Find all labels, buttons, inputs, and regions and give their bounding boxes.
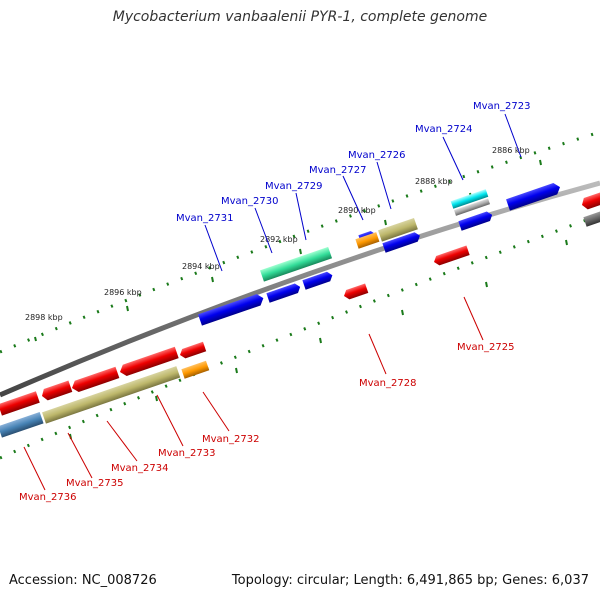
genome-backbone bbox=[0, 180, 600, 398]
gene-label-mvan-2727: Mvan_2727 bbox=[309, 165, 366, 176]
gene-label-mvan-2735: Mvan_2735 bbox=[66, 478, 123, 489]
gene-label-mvan-2723: Mvan_2723 bbox=[473, 101, 530, 112]
forward-leader-lines bbox=[204, 113, 522, 272]
gene-label-mvan-2730: Mvan_2730 bbox=[221, 196, 278, 207]
gene-feature-olive-lower[interactable] bbox=[42, 366, 181, 424]
gene-label-mvan-2728: Mvan_2728 bbox=[359, 378, 416, 389]
reverse-strand-genes bbox=[0, 191, 600, 438]
scale-label-2888: 2888 kbp bbox=[415, 177, 453, 186]
gene-arrow-mvan-2728-rev[interactable] bbox=[342, 283, 369, 300]
gene-arrow-mvan-2729[interactable] bbox=[302, 271, 334, 290]
gene-arrow-mvan-2732[interactable] bbox=[178, 341, 207, 360]
gene-label-mvan-2731: Mvan_2731 bbox=[176, 213, 233, 224]
gene-feature-green[interactable] bbox=[260, 246, 333, 282]
gene-arrow-mvan-2736[interactable] bbox=[0, 391, 40, 416]
gene-arrow-mvan-2727[interactable] bbox=[382, 231, 421, 253]
gene-feature-grey[interactable] bbox=[454, 198, 491, 216]
gene-arrow-mvan-2734[interactable] bbox=[70, 366, 120, 394]
gene-label-mvan-2725: Mvan_2725 bbox=[457, 342, 514, 353]
gene-label-mvan-2734: Mvan_2734 bbox=[111, 463, 168, 474]
reverse-gene-labels: Mvan_2725 Mvan_2728 Mvan_2732 Mvan_2733 … bbox=[19, 342, 514, 503]
gene-label-mvan-2729: Mvan_2729 bbox=[265, 181, 322, 192]
gene-arrow-mvan-2723[interactable] bbox=[506, 181, 562, 211]
gene-label-mvan-2732: Mvan_2732 bbox=[202, 434, 259, 445]
forward-gene-labels: Mvan_2723 Mvan_2724 Mvan_2726 Mvan_2727 … bbox=[176, 101, 530, 224]
accession-text: Accession: NC_008726 bbox=[9, 573, 157, 588]
scale-labels: 2886 kbp 2888 kbp 2890 kbp 2892 kbp 2894… bbox=[25, 146, 530, 322]
gene-feature-steel[interactable] bbox=[0, 412, 44, 438]
gene-label-mvan-2733: Mvan_2733 bbox=[158, 448, 215, 459]
genome-summary-text: Topology: circular; Length: 6,491,865 bp… bbox=[231, 573, 589, 588]
gene-label-mvan-2724: Mvan_2724 bbox=[415, 124, 472, 135]
gene-arrow-mvan-2735[interactable] bbox=[40, 380, 73, 402]
forward-strand-genes bbox=[198, 181, 600, 326]
reverse-leader-lines bbox=[23, 296, 484, 491]
scale-label-2892: 2892 kbp bbox=[260, 235, 298, 244]
gene-label-mvan-2736: Mvan_2736 bbox=[19, 492, 76, 503]
gene-arrow-mvan-2733[interactable] bbox=[118, 346, 179, 378]
gene-arrow-edge-red[interactable] bbox=[580, 191, 600, 211]
gene-arrow-mvan-2730[interactable] bbox=[266, 282, 301, 303]
gene-feature-orange-upper[interactable] bbox=[355, 232, 380, 249]
major-ticks-inner bbox=[69, 239, 568, 440]
gene-arrow-mvan-2731[interactable] bbox=[198, 293, 265, 326]
scale-label-2894: 2894 kbp bbox=[182, 262, 220, 271]
map-title: Mycobacterium vanbaalenii PYR-1, complet… bbox=[112, 9, 488, 25]
scale-label-2896: 2896 kbp bbox=[104, 288, 142, 297]
major-ticks-outer bbox=[34, 159, 542, 342]
gene-feature-cyan[interactable] bbox=[450, 189, 489, 209]
gene-feature-dark-grey[interactable] bbox=[583, 210, 600, 227]
outer-scale-track bbox=[0, 130, 600, 354]
gene-feature-olive-upper[interactable] bbox=[378, 217, 418, 242]
gene-arrow-mvan-2724[interactable] bbox=[458, 210, 493, 231]
scale-label-2886: 2886 kbp bbox=[492, 146, 530, 155]
scale-label-2890: 2890 kbp bbox=[338, 206, 376, 215]
gene-feature-orange-lower[interactable] bbox=[181, 360, 210, 379]
scale-label-2898: 2898 kbp bbox=[25, 313, 63, 322]
gene-arrow-mvan-2725[interactable] bbox=[432, 245, 470, 267]
gene-label-mvan-2726: Mvan_2726 bbox=[348, 150, 405, 161]
